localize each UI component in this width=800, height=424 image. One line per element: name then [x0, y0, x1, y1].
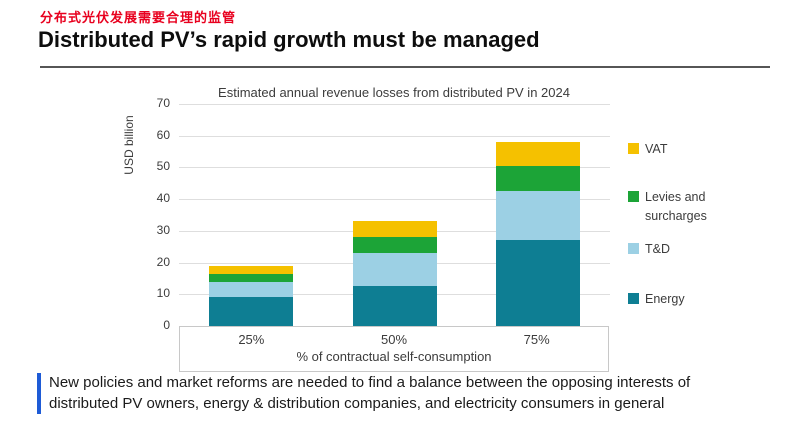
- bar-segment-energy: [208, 297, 293, 326]
- legend-item-levies-and-surcharges: Levies and surcharges: [628, 188, 740, 227]
- bar-75: [496, 142, 581, 326]
- title-divider: [40, 66, 770, 68]
- chart-title: Estimated annual revenue losses from dis…: [218, 85, 570, 100]
- gridline: [179, 104, 610, 105]
- gridline: [179, 167, 610, 169]
- x-category-label: 75%: [523, 332, 550, 347]
- callout: New policies and market reforms are need…: [37, 373, 737, 415]
- page-title: Distributed PV’s rapid growth must be ma…: [38, 27, 540, 52]
- legend-swatch-t-d: [628, 243, 639, 254]
- legend-label: VAT: [645, 142, 668, 156]
- legend-swatch-energy: [628, 293, 639, 304]
- x-axis-categories: 25% 50% 75%: [180, 327, 608, 347]
- bar-segment-energy: [352, 286, 437, 326]
- y-tick-label: 70: [156, 96, 170, 110]
- y-tick-label: 40: [156, 191, 170, 206]
- y-tick-label: 50: [156, 159, 170, 174]
- bar-segment-vat: [352, 221, 437, 238]
- bar-25: [208, 265, 293, 326]
- legend-item-vat: VAT: [628, 140, 740, 159]
- y-tick-label: 10: [156, 286, 170, 301]
- y-tick-label: 0: [163, 318, 170, 332]
- callout-text: New policies and market reforms are need…: [49, 374, 691, 412]
- bar-segment-t-d: [496, 191, 581, 241]
- y-tick-label: 20: [156, 254, 170, 269]
- legend-label: Energy: [645, 292, 685, 306]
- legend-item-energy: Energy: [628, 290, 740, 309]
- bar-segment-levies-and-surcharges: [352, 237, 437, 254]
- bar-segment-energy: [496, 240, 581, 326]
- y-axis-ticks: 0 10 20 30 40 50 60 70: [132, 96, 170, 332]
- cn-subtitle: 分布式光伏发展需要合理的监管: [40, 10, 237, 25]
- gridline: [179, 135, 610, 137]
- legend-label: T&D: [645, 242, 670, 256]
- plot-area: [179, 104, 610, 326]
- gridline: [179, 199, 610, 201]
- x-category-label: 25%: [238, 332, 265, 347]
- bar-segment-vat: [496, 142, 581, 166]
- x-axis-title: % of contractual self-consumption: [296, 349, 492, 364]
- legend-swatch-levies-and-surcharges: [628, 191, 639, 202]
- bar-segment-t-d: [352, 253, 437, 287]
- chart-legend: VAT Levies and surcharges T&D Energy: [628, 104, 758, 326]
- bar-segment-levies-and-surcharges: [208, 273, 293, 282]
- x-axis-box: 25% 50% 75% % of contractual self-consumpt…: [179, 326, 609, 372]
- y-tick-label: 30: [156, 222, 170, 237]
- bar-segment-levies-and-surcharges: [496, 165, 581, 192]
- legend-item-t-d: T&D: [628, 240, 740, 259]
- bar-segment-t-d: [208, 281, 293, 298]
- y-tick-label: 60: [156, 127, 170, 142]
- legend-swatch-vat: [628, 143, 639, 154]
- bar-segment-vat: [208, 265, 293, 274]
- legend-label: Levies and surcharges: [645, 190, 707, 224]
- x-category-label: 50%: [380, 332, 408, 347]
- bar-50: [352, 221, 437, 326]
